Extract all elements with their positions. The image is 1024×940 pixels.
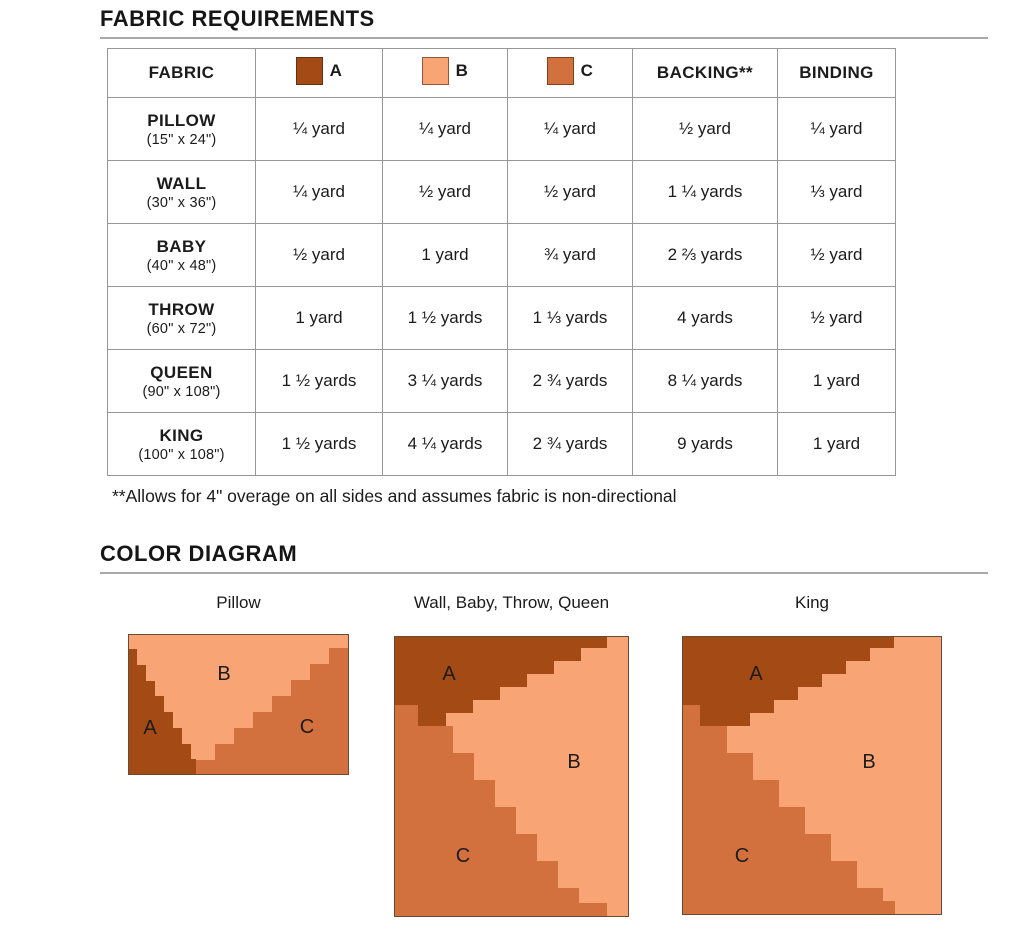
king-diagram: A B C — [682, 636, 942, 915]
cell-c: 2 ¾ yards — [507, 349, 633, 413]
color-diagram-heading: COLOR DIAGRAM — [100, 541, 988, 574]
cell-c: 2 ¾ yards — [507, 412, 633, 476]
row-name: PILLOW — [147, 111, 216, 131]
cell-b: ½ yard — [382, 160, 508, 224]
cell-a: 1 ½ yards — [255, 349, 383, 413]
diagram-title-king: King — [794, 593, 830, 612]
table-row-baby: BABY (40" x 48") ½ yard 1 yard ¾ yard 2 … — [107, 223, 896, 287]
cell-binding: ½ yard — [777, 286, 896, 350]
cell-a: ¼ yard — [255, 97, 383, 161]
wall-baby-throw-queen-diagram: A B C — [394, 636, 629, 917]
fabric-requirements-table: FABRIC A B C BACKING** BINDIN — [107, 48, 896, 476]
row-size: (30" x 36") — [146, 194, 217, 211]
fabric-a-region — [682, 636, 894, 726]
label-a: A — [749, 663, 763, 685]
pillow-label-c: C — [300, 716, 314, 738]
row-size: (60" x 72") — [146, 320, 217, 337]
fabric-requirements-heading: FABRIC REQUIREMENTS — [100, 6, 988, 39]
column-header-b: B — [382, 48, 508, 98]
table-row-pillow: PILLOW (15" x 24") ¼ yard ¼ yard ¼ yard … — [107, 97, 896, 161]
fabric-c-region — [196, 648, 349, 775]
diagram-border — [394, 636, 629, 917]
fabric-c-swatch — [546, 56, 574, 85]
cell-backing: 8 ¼ yards — [632, 349, 778, 413]
cell-binding: ½ yard — [777, 223, 896, 287]
row-name: THROW — [148, 300, 215, 320]
row-size: (15" x 24") — [146, 131, 217, 148]
diagram-border — [682, 636, 942, 915]
fabric-a-swatch — [295, 56, 323, 85]
row-name: KING — [159, 426, 204, 446]
backing-footnote: **Allows for 4" overage on all sides and… — [112, 486, 677, 506]
column-header-backing: BACKING** — [632, 48, 778, 98]
column-header-a-label: A — [329, 60, 343, 80]
row-label: THROW (60" x 72") — [107, 286, 256, 350]
table-row-king: KING (100" x 108") 1 ½ yards 4 ¼ yards 2… — [107, 412, 896, 476]
label-b: B — [862, 751, 875, 773]
cell-c: ¼ yard — [507, 97, 633, 161]
cell-c: ½ yard — [507, 160, 633, 224]
row-label: BABY (40" x 48") — [107, 223, 256, 287]
cell-b: 4 ¼ yards — [382, 412, 508, 476]
cell-a: ¼ yard — [255, 160, 383, 224]
cell-a: 1 yard — [255, 286, 383, 350]
row-name: BABY — [156, 237, 207, 257]
column-header-c-label: C — [580, 60, 594, 80]
column-header-b-label: B — [455, 60, 469, 80]
cell-binding: 1 yard — [777, 349, 896, 413]
table-header-row: FABRIC A B C BACKING** BINDIN — [107, 48, 896, 98]
table-row-queen: QUEEN (90" x 108") 1 ½ yards 3 ¼ yards 2… — [107, 349, 896, 413]
cell-backing: 1 ¼ yards — [632, 160, 778, 224]
row-label: WALL (30" x 36") — [107, 160, 256, 224]
diagram-title-pillow: Pillow — [216, 593, 261, 612]
pillow-label-a: A — [143, 717, 157, 739]
row-name: WALL — [156, 174, 207, 194]
cell-c: 1 ⅓ yards — [507, 286, 633, 350]
row-label: QUEEN (90" x 108") — [107, 349, 256, 413]
row-label: KING (100" x 108") — [107, 412, 256, 476]
cell-binding: ⅓ yard — [777, 160, 896, 224]
column-header-c: C — [507, 48, 633, 98]
cell-b: 3 ¼ yards — [382, 349, 508, 413]
row-size: (90" x 108") — [142, 383, 221, 400]
fabric-b-swatch — [421, 56, 449, 85]
fabric-c-region — [394, 705, 607, 917]
cell-a: ½ yard — [255, 223, 383, 287]
cell-backing: 2 ⅔ yards — [632, 223, 778, 287]
label-b: B — [567, 751, 580, 773]
pillow-diagram: A B C — [128, 634, 349, 775]
cell-b: 1 yard — [382, 223, 508, 287]
column-header-binding: BINDING — [777, 48, 896, 98]
label-a: A — [442, 663, 456, 685]
label-c: C — [456, 845, 470, 867]
table-row-throw: THROW (60" x 72") 1 yard 1 ½ yards 1 ⅓ y… — [107, 286, 896, 350]
cell-backing: 4 yards — [632, 286, 778, 350]
column-header-fabric: FABRIC — [107, 48, 256, 98]
row-name: QUEEN — [150, 363, 213, 383]
row-label: PILLOW (15" x 24") — [107, 97, 256, 161]
cell-binding: ¼ yard — [777, 97, 896, 161]
cell-b: ¼ yard — [382, 97, 508, 161]
label-c: C — [735, 845, 749, 867]
cell-a: 1 ½ yards — [255, 412, 383, 476]
fabric-a-region — [394, 636, 607, 726]
column-header-a: A — [255, 48, 383, 98]
cell-backing: 9 yards — [632, 412, 778, 476]
pillow-label-b: B — [217, 663, 230, 685]
row-size: (100" x 108") — [138, 446, 225, 463]
fabric-a-region — [128, 649, 196, 775]
row-size: (40" x 48") — [146, 257, 217, 274]
diagram-title-wall-baby-throw-queen: Wall, Baby, Throw, Queen — [413, 593, 610, 612]
cell-b: 1 ½ yards — [382, 286, 508, 350]
cell-c: ¾ yard — [507, 223, 633, 287]
pillow-diagram-border — [128, 634, 349, 775]
cell-binding: 1 yard — [777, 412, 896, 476]
fabric-c-region — [682, 705, 895, 915]
table-row-wall: WALL (30" x 36") ¼ yard ½ yard ½ yard 1 … — [107, 160, 896, 224]
cell-backing: ½ yard — [632, 97, 778, 161]
